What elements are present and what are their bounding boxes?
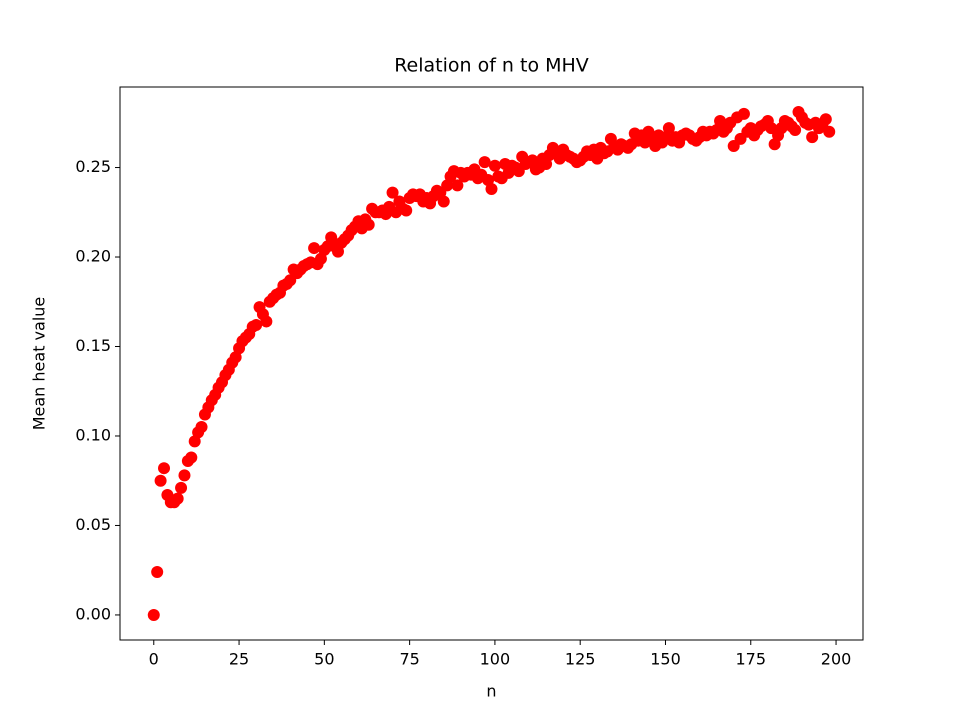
x-tick-label: 25 — [229, 650, 249, 669]
scatter-point — [819, 113, 832, 126]
x-tick-label: 50 — [314, 650, 334, 669]
scatter-point — [485, 183, 498, 196]
y-tick-label: 0.05 — [75, 515, 111, 534]
scatter-point — [147, 608, 160, 621]
scatter-point — [400, 204, 413, 217]
scatter-point — [662, 122, 675, 135]
scatter-point — [175, 481, 188, 494]
scatter-point — [488, 159, 501, 172]
scatter-point — [386, 186, 399, 199]
scatter-point — [260, 315, 273, 328]
scatter-point — [451, 179, 464, 192]
x-tick-label: 0 — [149, 650, 159, 669]
scatter-point — [185, 451, 198, 464]
x-tick-label: 125 — [565, 650, 596, 669]
scatter-point — [250, 319, 263, 332]
x-tick-label: 200 — [821, 650, 852, 669]
x-tick-label: 75 — [399, 650, 419, 669]
scatter-point — [806, 131, 819, 144]
x-tick-label: 100 — [480, 650, 511, 669]
scatter-point — [737, 107, 750, 120]
x-axis-label: n — [486, 682, 496, 701]
scatter-point — [151, 565, 164, 578]
scatter-point — [154, 474, 167, 487]
scatter-point — [437, 195, 450, 208]
chart-title: Relation of n to MHV — [394, 55, 589, 77]
x-tick-label: 150 — [650, 650, 681, 669]
x-tick-label: 175 — [735, 650, 766, 669]
scatter-point — [195, 421, 208, 434]
scatter-point — [478, 156, 491, 169]
scatter-point — [789, 123, 802, 136]
scatter-point — [823, 125, 836, 138]
y-tick-label: 0.10 — [75, 425, 111, 444]
y-axis-label: Mean heat value — [30, 297, 49, 431]
scatter-point — [308, 242, 321, 255]
y-tick-label: 0.15 — [75, 336, 111, 355]
scatter-point — [362, 218, 375, 231]
y-tick-label: 0.20 — [75, 247, 111, 266]
scatter-point — [178, 469, 191, 482]
scatter-point — [158, 462, 171, 475]
y-tick-label: 0.25 — [75, 157, 111, 176]
scatter-point — [171, 492, 184, 505]
y-tick-label: 0.00 — [75, 604, 111, 623]
plot-area — [147, 106, 836, 621]
axes-frame — [119, 86, 864, 641]
